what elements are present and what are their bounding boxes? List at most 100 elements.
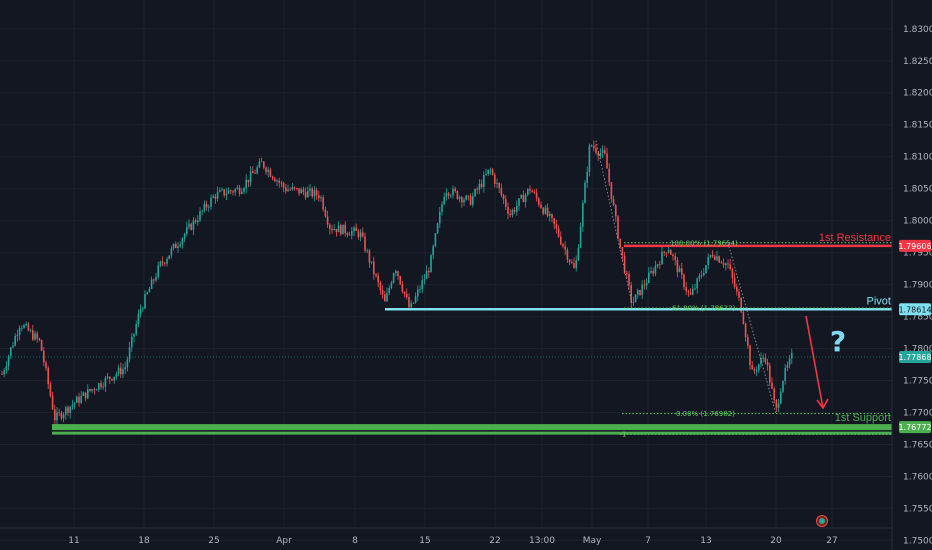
candle-body (234, 189, 236, 193)
candle-body (595, 147, 597, 153)
candle-body (45, 362, 47, 369)
candle-body (366, 250, 368, 252)
candle-body (47, 368, 49, 385)
candle-body (188, 223, 190, 228)
candle-body (223, 189, 225, 196)
y-tick-label: 1.80500 (903, 185, 932, 195)
candle-body (747, 337, 749, 346)
x-tick-label: 7 (645, 536, 651, 546)
candle-body (709, 254, 712, 257)
candle-body (419, 289, 421, 291)
candle-body (344, 224, 346, 234)
candle-body (467, 195, 470, 197)
candle-body (755, 370, 758, 372)
candle-body (227, 190, 230, 194)
candle-body (390, 282, 393, 288)
candle-body (89, 389, 91, 391)
candle-body (720, 262, 723, 264)
candle-body (769, 365, 771, 383)
candle-body (775, 399, 778, 408)
candle-body (51, 395, 54, 410)
candle-body (34, 333, 36, 340)
candle-body (216, 191, 219, 199)
candle-body (170, 248, 173, 256)
candle-body (584, 182, 586, 203)
candle-body (557, 228, 560, 237)
candle-body (14, 335, 16, 346)
candle-body (348, 234, 351, 236)
candle-body (10, 347, 12, 357)
grid (0, 0, 892, 541)
candle-body (139, 309, 142, 314)
last-price-tag (899, 350, 931, 363)
forecast-arrow-head (816, 398, 829, 410)
candle-body (73, 402, 76, 405)
candle-body (452, 188, 454, 196)
candle-body (672, 254, 674, 257)
candle-body (12, 345, 14, 348)
candle-body (513, 209, 516, 212)
drawing-layer: 1st Resistance Pivot 1st Support 100.00% (1… (0, 140, 892, 527)
candle-body (381, 290, 384, 295)
candle-body (703, 273, 705, 276)
candle-body (353, 227, 355, 232)
candle-body (100, 383, 102, 388)
candle-body (84, 392, 87, 399)
candle-body (577, 247, 580, 261)
candle-body (117, 367, 120, 374)
candle-body (566, 249, 569, 260)
candle-body (430, 255, 432, 273)
candle-body (588, 145, 591, 172)
candle-body (562, 244, 564, 247)
candle-body (395, 271, 397, 274)
candle-body (252, 171, 254, 174)
candle-body (388, 287, 390, 294)
candle-body (608, 168, 610, 183)
x-tick-label: Apr (276, 536, 292, 546)
candle-body (326, 216, 329, 225)
candle-body (626, 272, 628, 274)
forecast-arrow[interactable] (805, 315, 824, 409)
candle-body (159, 261, 162, 266)
candle-body (579, 226, 582, 248)
candle-body (302, 189, 305, 193)
candle-body (384, 294, 386, 302)
candle-body (241, 191, 243, 194)
candle-body (445, 193, 448, 197)
candle-body (590, 145, 593, 147)
candle-body (166, 259, 168, 264)
candle-body (331, 228, 333, 231)
candle-body (564, 246, 566, 250)
candle-body (247, 179, 250, 183)
candle-body (727, 263, 729, 265)
candle-body (203, 203, 206, 211)
candle-body (128, 347, 131, 360)
level-price-tag-text: 1.76772 (898, 423, 931, 432)
candle-body (447, 193, 450, 196)
candle-body (441, 204, 443, 212)
candle-body (172, 243, 175, 249)
y-tick-label: 1.81000 (903, 153, 932, 163)
candle-body (362, 232, 364, 237)
candle-body (443, 196, 445, 205)
candle-body (243, 188, 245, 192)
candle-body (267, 169, 269, 173)
candle-body (155, 277, 157, 281)
candle-body (546, 207, 549, 216)
candle-body (254, 173, 256, 174)
candle-body (65, 407, 67, 415)
candle-body (634, 294, 637, 303)
candle-body (450, 195, 452, 197)
candlestick-series (1, 140, 793, 426)
candle-body (5, 365, 8, 371)
candle-body (509, 213, 511, 215)
candle-body (368, 250, 371, 263)
candle-body (93, 389, 96, 391)
candle-body (375, 274, 377, 276)
level-price-tag-text: 1.79606 (898, 242, 931, 251)
candle-body (113, 376, 115, 381)
candle-body (313, 189, 316, 197)
candle-body (766, 361, 769, 366)
candle-body (183, 234, 186, 239)
